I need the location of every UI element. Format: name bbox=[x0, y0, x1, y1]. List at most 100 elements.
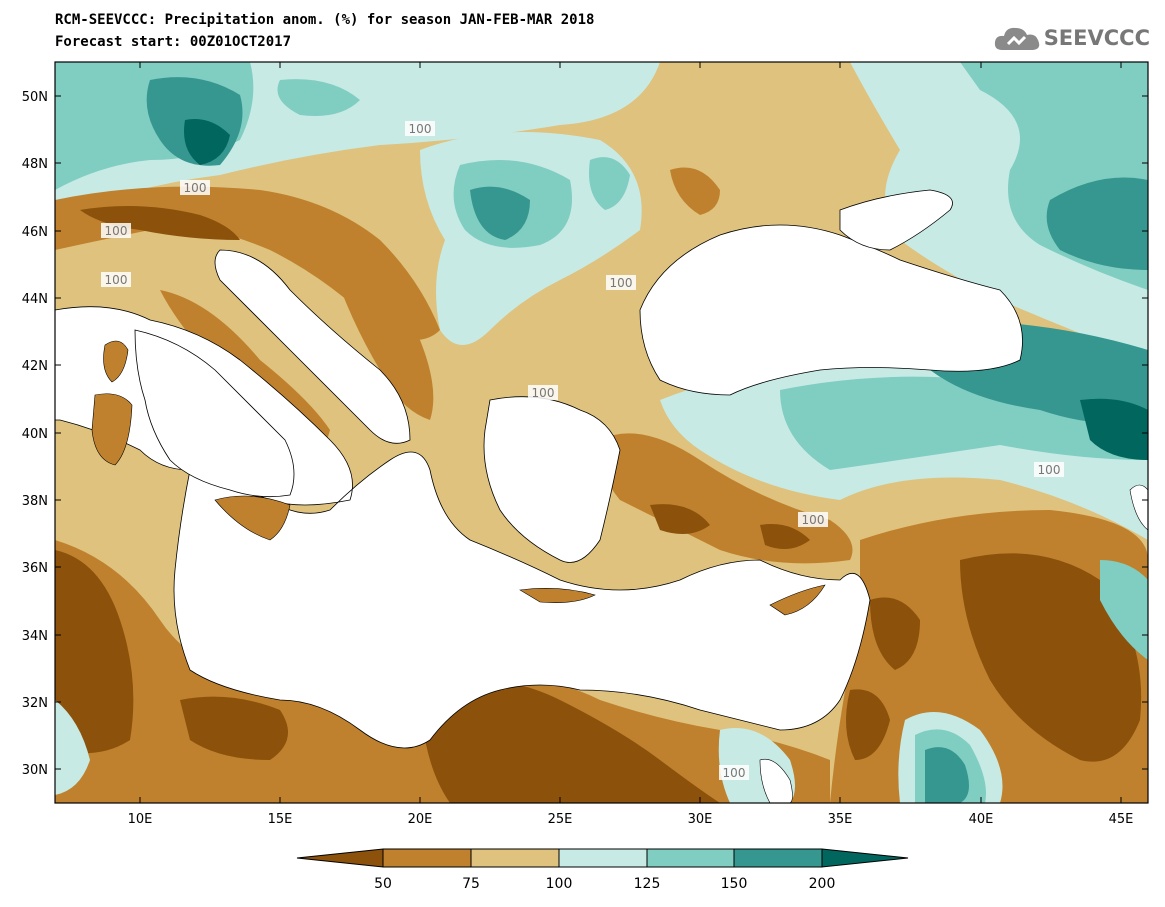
sea-red bbox=[759, 758, 793, 803]
cloud-icon bbox=[994, 27, 1039, 50]
lon-tick: 20E bbox=[408, 62, 433, 827]
dry-field-turkey-core bbox=[650, 504, 710, 534]
lat-tick: 40N bbox=[22, 427, 1148, 442]
svg-text:100: 100 bbox=[1038, 463, 1061, 477]
lat-label: 44N bbox=[22, 292, 48, 307]
lat-tick: 34N bbox=[22, 629, 1148, 644]
colorbar-label: 50 bbox=[374, 876, 392, 892]
lat-tick: 36N bbox=[22, 561, 1148, 576]
sea-azov bbox=[839, 189, 953, 251]
dry-field-alps-strong bbox=[80, 206, 240, 240]
colorbar-segment bbox=[470, 848, 560, 868]
lat-label: 46N bbox=[22, 225, 48, 240]
lon-tick: 10E bbox=[128, 62, 153, 827]
contour-label: 100 bbox=[405, 121, 435, 136]
contour-label: 100 bbox=[719, 765, 749, 780]
lon-label: 40E bbox=[969, 812, 994, 827]
lat-label: 36N bbox=[22, 561, 48, 576]
lon-tick: 35E bbox=[828, 62, 853, 827]
lat-label: 42N bbox=[22, 359, 48, 374]
lat-axis: 50N 48N 46N 44N 42N 40N 38N 36N 34N 32N … bbox=[22, 90, 1148, 778]
svg-text:100: 100 bbox=[532, 386, 555, 400]
lat-tick: 46N bbox=[22, 225, 1148, 240]
lat-tick: 42N bbox=[22, 359, 1148, 374]
svg-text:100: 100 bbox=[105, 273, 128, 287]
sea-adriatic bbox=[214, 249, 411, 444]
wet-field-austria bbox=[277, 79, 360, 116]
lon-label: 45E bbox=[1109, 812, 1134, 827]
lat-tick: 48N bbox=[22, 157, 1148, 172]
contour-label: 100 bbox=[180, 180, 210, 195]
lat-tick: 38N bbox=[22, 494, 1148, 509]
islands bbox=[91, 340, 826, 616]
colorbar-segment bbox=[733, 848, 823, 868]
lon-tick: 15E bbox=[268, 62, 293, 827]
svg-text:100: 100 bbox=[184, 181, 207, 195]
sea-aegean bbox=[483, 396, 621, 563]
contour-labels: 100 100 100 100 100 100 100 100 100 bbox=[101, 121, 1064, 780]
sea-caspian bbox=[1129, 484, 1148, 531]
wet-field-arabia-core bbox=[925, 747, 969, 803]
wet-field-germany-core bbox=[184, 119, 230, 165]
island-sardinia bbox=[91, 393, 133, 466]
lat-label: 40N bbox=[22, 427, 48, 442]
lon-tick: 25E bbox=[548, 62, 573, 827]
lat-tick: 32N bbox=[22, 696, 1148, 711]
svg-text:100: 100 bbox=[802, 513, 825, 527]
lon-label: 25E bbox=[548, 812, 573, 827]
island-corsica bbox=[103, 340, 129, 383]
colorbar-segment-low bbox=[296, 848, 384, 868]
colorbar-label: 75 bbox=[462, 876, 480, 892]
colorbar-segment-high bbox=[821, 848, 909, 868]
lon-tick: 45E bbox=[1109, 62, 1134, 827]
dry-field-jordan bbox=[846, 689, 890, 760]
svg-text:100: 100 bbox=[723, 766, 746, 780]
dry-field-turkey-core-2 bbox=[760, 524, 810, 549]
dry-field-levant-strong bbox=[960, 553, 1142, 762]
svg-text:100: 100 bbox=[610, 276, 633, 290]
wet-field-caucasus-core bbox=[1080, 398, 1148, 460]
wet-field-volga bbox=[1046, 177, 1148, 270]
dry-field-dinaric bbox=[330, 260, 434, 420]
dry-field-cyrenaica bbox=[180, 696, 288, 760]
contour-label: 100 bbox=[528, 385, 558, 400]
lat-tick: 50N bbox=[22, 90, 1148, 105]
lon-label: 20E bbox=[408, 812, 433, 827]
wet-field-southeast-edge bbox=[1100, 560, 1148, 660]
dry-field-libya-strong bbox=[55, 550, 134, 754]
chart-title: RCM-SEEVCCC: Precipitation anom. (%) for… bbox=[55, 12, 595, 28]
lon-tick: 40E bbox=[969, 62, 994, 827]
colorbar-label: 200 bbox=[809, 876, 836, 892]
colorbar: 50 75 100 125 150 200 bbox=[296, 848, 909, 892]
contour-label: 100 bbox=[101, 272, 131, 287]
colorbar-label: 150 bbox=[721, 876, 748, 892]
lat-tick: 44N bbox=[22, 292, 1148, 307]
island-crete bbox=[519, 588, 596, 603]
forecast-start-label: Forecast start: 00Z01OCT2017 bbox=[55, 34, 292, 50]
colorbar-label: 100 bbox=[546, 876, 573, 892]
lon-label: 15E bbox=[268, 812, 293, 827]
contour-label: 100 bbox=[101, 223, 131, 238]
lat-label: 34N bbox=[22, 629, 48, 644]
lat-tick: 30N bbox=[22, 763, 1148, 778]
contour-label: 100 bbox=[798, 512, 828, 527]
dry-field-syria bbox=[870, 597, 920, 670]
lon-label: 35E bbox=[828, 812, 853, 827]
sea-layer bbox=[55, 189, 1148, 803]
contour-label: 100 bbox=[606, 275, 636, 290]
logo-text: SEEVCCC bbox=[1043, 26, 1150, 50]
dry-field-east-ukraine bbox=[670, 167, 720, 215]
lon-label: 30E bbox=[688, 812, 713, 827]
svg-text:100: 100 bbox=[409, 122, 432, 136]
island-sicily bbox=[214, 495, 291, 541]
wet-field-pannonian-core bbox=[470, 186, 530, 240]
colorbar-segment bbox=[382, 848, 472, 868]
dry-field-libya-core bbox=[420, 677, 720, 803]
wet-field-tunisia-coast bbox=[55, 700, 90, 795]
wet-field-romania bbox=[589, 157, 630, 210]
lat-label: 48N bbox=[22, 157, 48, 172]
sea-tyrrhenian bbox=[134, 329, 295, 498]
lat-label: 50N bbox=[22, 90, 48, 105]
lon-label: 10E bbox=[128, 812, 153, 827]
